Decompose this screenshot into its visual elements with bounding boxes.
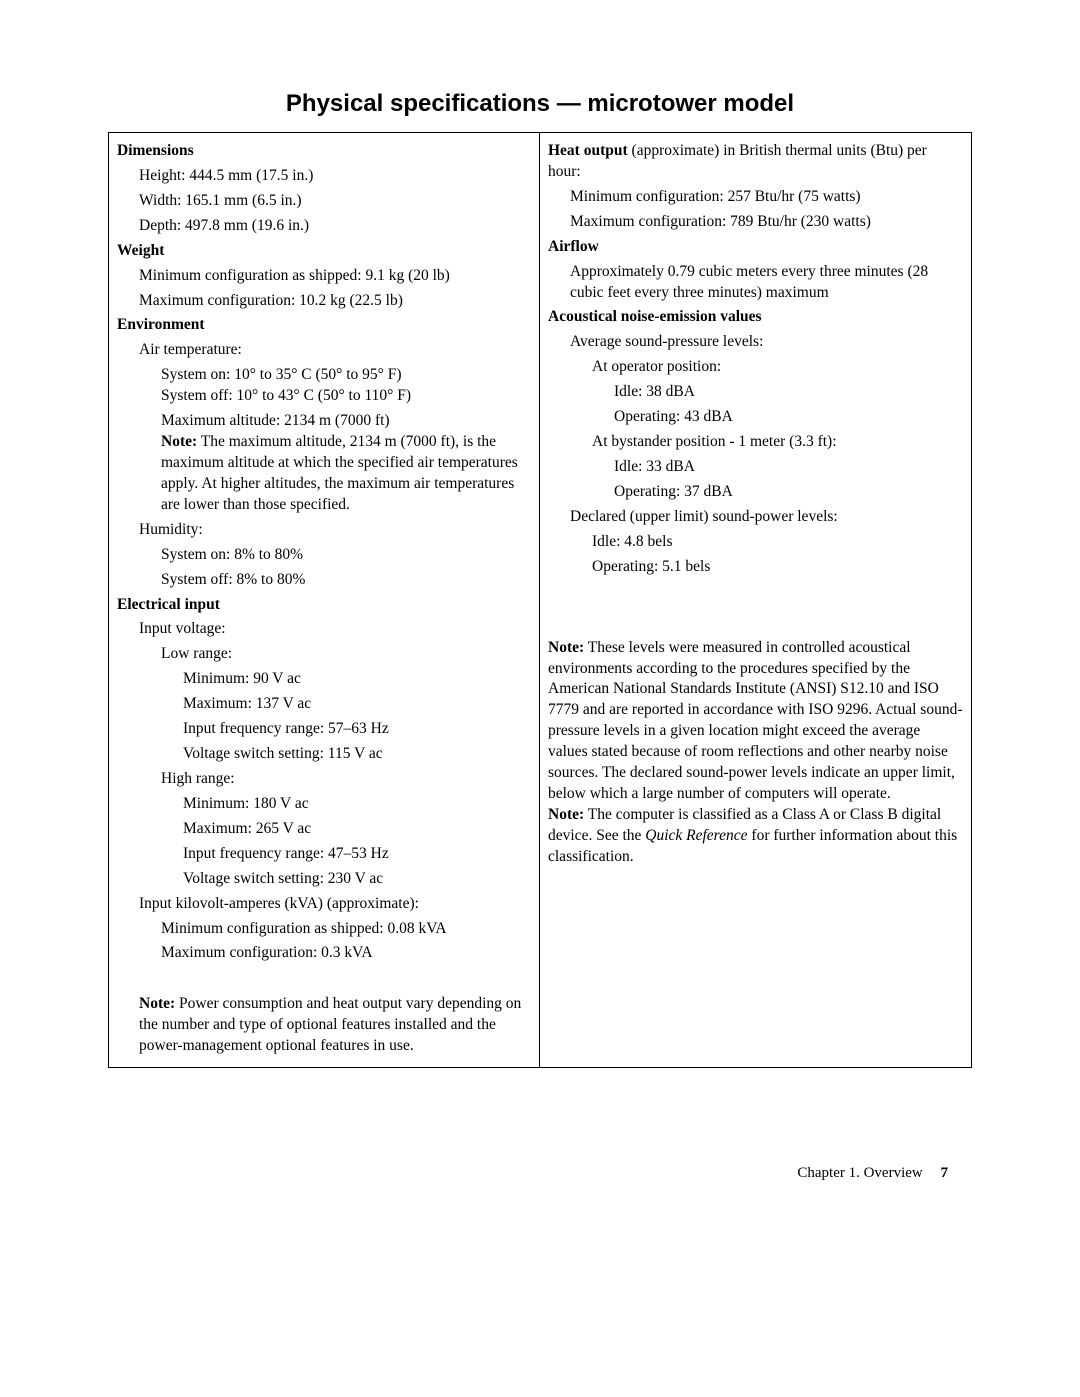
low-freq: Input frequency range: 57–63 Hz [183,719,531,740]
right-column: Heat output (approximate) in British the… [540,133,971,1067]
acoustic-heading: Acoustical noise-emission values [548,307,963,328]
note-label: Note: [161,433,197,450]
heat-heading-line: Heat output (approximate) in British the… [548,141,963,183]
humidity-on: System on: 8% to 80% [161,545,531,566]
power-note: Note: Power consumption and heat output … [139,994,531,1057]
electrical-heading: Electrical input [117,595,531,616]
high-min: Minimum: 180 V ac [183,794,531,815]
note-text: These levels were measured in controlled… [548,639,963,802]
chapter-label: Chapter 1. Overview [797,1165,922,1181]
kva-min: Minimum configuration as shipped: 0.08 k… [161,919,531,940]
note-label: Note: [139,995,175,1012]
page-title: Physical specifications — microtower mod… [108,90,972,118]
bystander-position: At bystander position - 1 meter (3.3 ft)… [592,432,963,453]
quick-reference: Quick Reference [645,827,747,844]
declared-idle: Idle: 4.8 bels [592,532,963,553]
dim-depth: Depth: 497.8 mm (19.6 in.) [139,216,531,237]
humidity-label: Humidity: [139,520,531,541]
input-voltage: Input voltage: [139,619,531,640]
airtemp-off: System off: 10° to 43° C (50° to 110° F) [161,386,531,407]
acoustic-note-1: Note: These levels were measured in cont… [548,638,963,805]
airflow-text: Approximately 0.79 cubic meters every th… [570,262,963,304]
note-text: Power consumption and heat output vary d… [139,995,521,1054]
operator-position: At operator position: [592,357,963,378]
weight-heading: Weight [117,241,531,262]
op-operating: Operating: 43 dBA [614,407,963,428]
heat-max: Maximum configuration: 789 Btu/hr (230 w… [570,212,963,233]
acoustic-note-2: Note: The computer is classified as a Cl… [548,805,963,868]
low-min: Minimum: 90 V ac [183,669,531,690]
humidity-off: System off: 8% to 80% [161,570,531,591]
low-range: Low range: [161,644,531,665]
high-switch: Voltage switch setting: 230 V ac [183,869,531,890]
note-label: Note: [548,806,584,823]
air-temp-label: Air temperature: [139,340,531,361]
page-number: 7 [941,1165,949,1181]
by-operating: Operating: 37 dBA [614,482,963,503]
high-max: Maximum: 265 V ac [183,819,531,840]
low-switch: Voltage switch setting: 115 V ac [183,744,531,765]
avg-levels: Average sound-pressure levels: [570,332,963,353]
low-max: Maximum: 137 V ac [183,694,531,715]
airtemp-on: System on: 10° to 35° C (50° to 95° F) [161,365,531,386]
environment-heading: Environment [117,315,531,336]
note-text: The maximum altitude, 2134 m (7000 ft), … [161,433,518,513]
dim-height: Height: 444.5 mm (17.5 in.) [139,166,531,187]
max-altitude: Maximum altitude: 2134 m (7000 ft) [161,411,531,432]
dim-width: Width: 165.1 mm (6.5 in.) [139,191,531,212]
op-idle: Idle: 38 dBA [614,382,963,403]
altitude-note: Note: The maximum altitude, 2134 m (7000… [161,432,531,516]
high-range: High range: [161,769,531,790]
airflow-heading: Airflow [548,237,963,258]
kva-max: Maximum configuration: 0.3 kVA [161,943,531,964]
dimensions-heading: Dimensions [117,141,531,162]
page-footer: Chapter 1. Overview 7 [797,1165,948,1182]
weight-max: Maximum configuration: 10.2 kg (22.5 lb) [139,291,531,312]
heat-heading: Heat output [548,142,628,159]
left-column: Dimensions Height: 444.5 mm (17.5 in.) W… [109,133,540,1067]
by-idle: Idle: 33 dBA [614,457,963,478]
heat-min: Minimum configuration: 257 Btu/hr (75 wa… [570,187,963,208]
kva-label: Input kilovolt-amperes (kVA) (approximat… [139,894,531,915]
declared-levels: Declared (upper limit) sound-power level… [570,507,963,528]
spec-table: Dimensions Height: 444.5 mm (17.5 in.) W… [108,132,972,1068]
note-label: Note: [548,639,584,656]
declared-operating: Operating: 5.1 bels [592,557,963,578]
weight-min: Minimum configuration as shipped: 9.1 kg… [139,266,531,287]
high-freq: Input frequency range: 47–53 Hz [183,844,531,865]
